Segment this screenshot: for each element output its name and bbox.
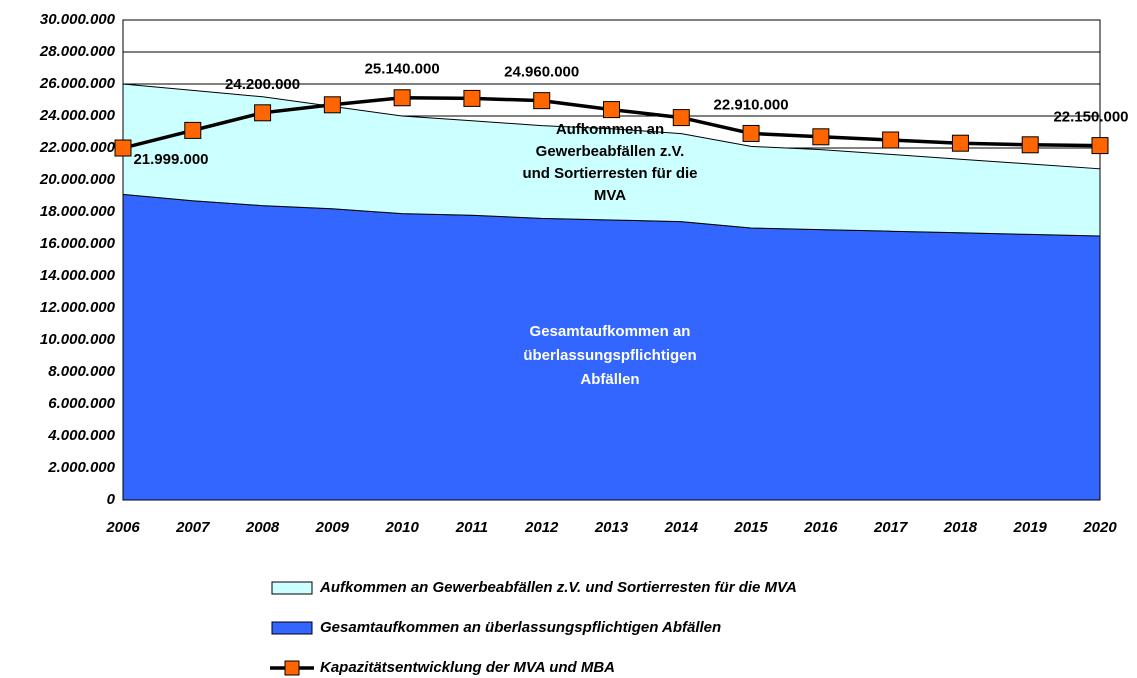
- y-tick-label: 8.000.000: [48, 363, 115, 380]
- x-tick-label: 2016: [803, 519, 838, 536]
- area-annotation: überlassungspflichtigen: [523, 347, 696, 364]
- line-marker: [812, 128, 830, 146]
- line-marker: [1021, 136, 1039, 154]
- x-tick-label: 2015: [733, 519, 768, 536]
- x-tick-label: 2018: [943, 519, 978, 536]
- plot-border: [122, 19, 1101, 501]
- legend-label: Kapazitätsentwicklung der MVA und MBA: [320, 659, 615, 676]
- line-marker: [254, 104, 272, 122]
- line-marker: [323, 96, 341, 114]
- area-annotation: Abfällen: [580, 371, 639, 388]
- area-annotation: Gewerbeabfällen z.V.: [536, 143, 685, 160]
- y-tick-label: 30.000.000: [40, 11, 116, 28]
- y-tick-label: 10.000.000: [40, 331, 116, 348]
- line-marker: [603, 101, 620, 119]
- line-marker: [672, 109, 690, 127]
- y-tick-label: 18.000.000: [40, 203, 116, 220]
- y-tick-label: 22.000.000: [39, 139, 116, 156]
- legend-label: Gesamtaufkommen an überlassungspflichtig…: [320, 619, 721, 636]
- x-tick-label: 2014: [664, 519, 699, 536]
- x-tick-label: 2012: [524, 519, 559, 536]
- y-tick-label: 12.000.000: [40, 299, 116, 316]
- y-tick-label: 14.000.000: [40, 267, 116, 284]
- line-marker: [393, 89, 411, 107]
- data-label: 25.140.000: [365, 61, 440, 78]
- legend-marker: [284, 660, 300, 676]
- line-marker: [1091, 137, 1109, 155]
- x-tick-label: 2009: [315, 519, 350, 536]
- data-label: 24.960.000: [504, 64, 579, 81]
- line-marker: [463, 89, 481, 107]
- data-label: 22.910.000: [714, 96, 789, 113]
- x-tick-label: 2011: [455, 519, 488, 536]
- line-marker: [533, 92, 551, 110]
- x-tick-label: 2013: [594, 519, 629, 536]
- y-tick-label: 0: [107, 491, 116, 508]
- area-annotation: MVA: [594, 187, 626, 204]
- y-tick-label: 6.000.000: [48, 395, 115, 412]
- legend-swatch: [271, 621, 313, 635]
- legend-swatch: [271, 581, 313, 595]
- y-tick-label: 24.000.000: [39, 107, 116, 124]
- legend-label: Aufkommen an Gewerbeabfällen z.V. und So…: [319, 579, 797, 596]
- x-tick-label: 2010: [384, 519, 419, 536]
- line-marker: [742, 124, 760, 142]
- y-tick-label: 20.000.000: [39, 171, 116, 188]
- x-tick-label: 2007: [175, 519, 210, 536]
- y-tick-label: 2.000.000: [47, 459, 115, 476]
- x-tick-label: 2019: [1013, 519, 1048, 536]
- x-tick-label: 2008: [245, 519, 280, 536]
- area-annotation: Gesamtaufkommen an: [530, 323, 691, 340]
- y-tick-label: 4.000.000: [47, 427, 115, 444]
- data-label: 22.150.000: [1053, 109, 1128, 126]
- y-tick-label: 26.000.000: [39, 75, 116, 92]
- line-marker: [882, 131, 900, 149]
- y-tick-label: 28.000.000: [39, 43, 116, 60]
- x-tick-label: 2006: [105, 519, 140, 536]
- area-annotation: Aufkommen an: [556, 121, 664, 138]
- x-tick-label: 2017: [873, 519, 908, 536]
- data-label: 21.999.000: [133, 151, 208, 168]
- y-tick-label: 16.000.000: [40, 235, 116, 252]
- line-marker: [951, 134, 969, 152]
- line-marker: [114, 139, 132, 157]
- line-marker: [184, 121, 202, 139]
- x-tick-label: 2020: [1082, 519, 1117, 536]
- area-annotation: und Sortierresten für die: [522, 165, 697, 182]
- data-label: 24.200.000: [225, 76, 300, 93]
